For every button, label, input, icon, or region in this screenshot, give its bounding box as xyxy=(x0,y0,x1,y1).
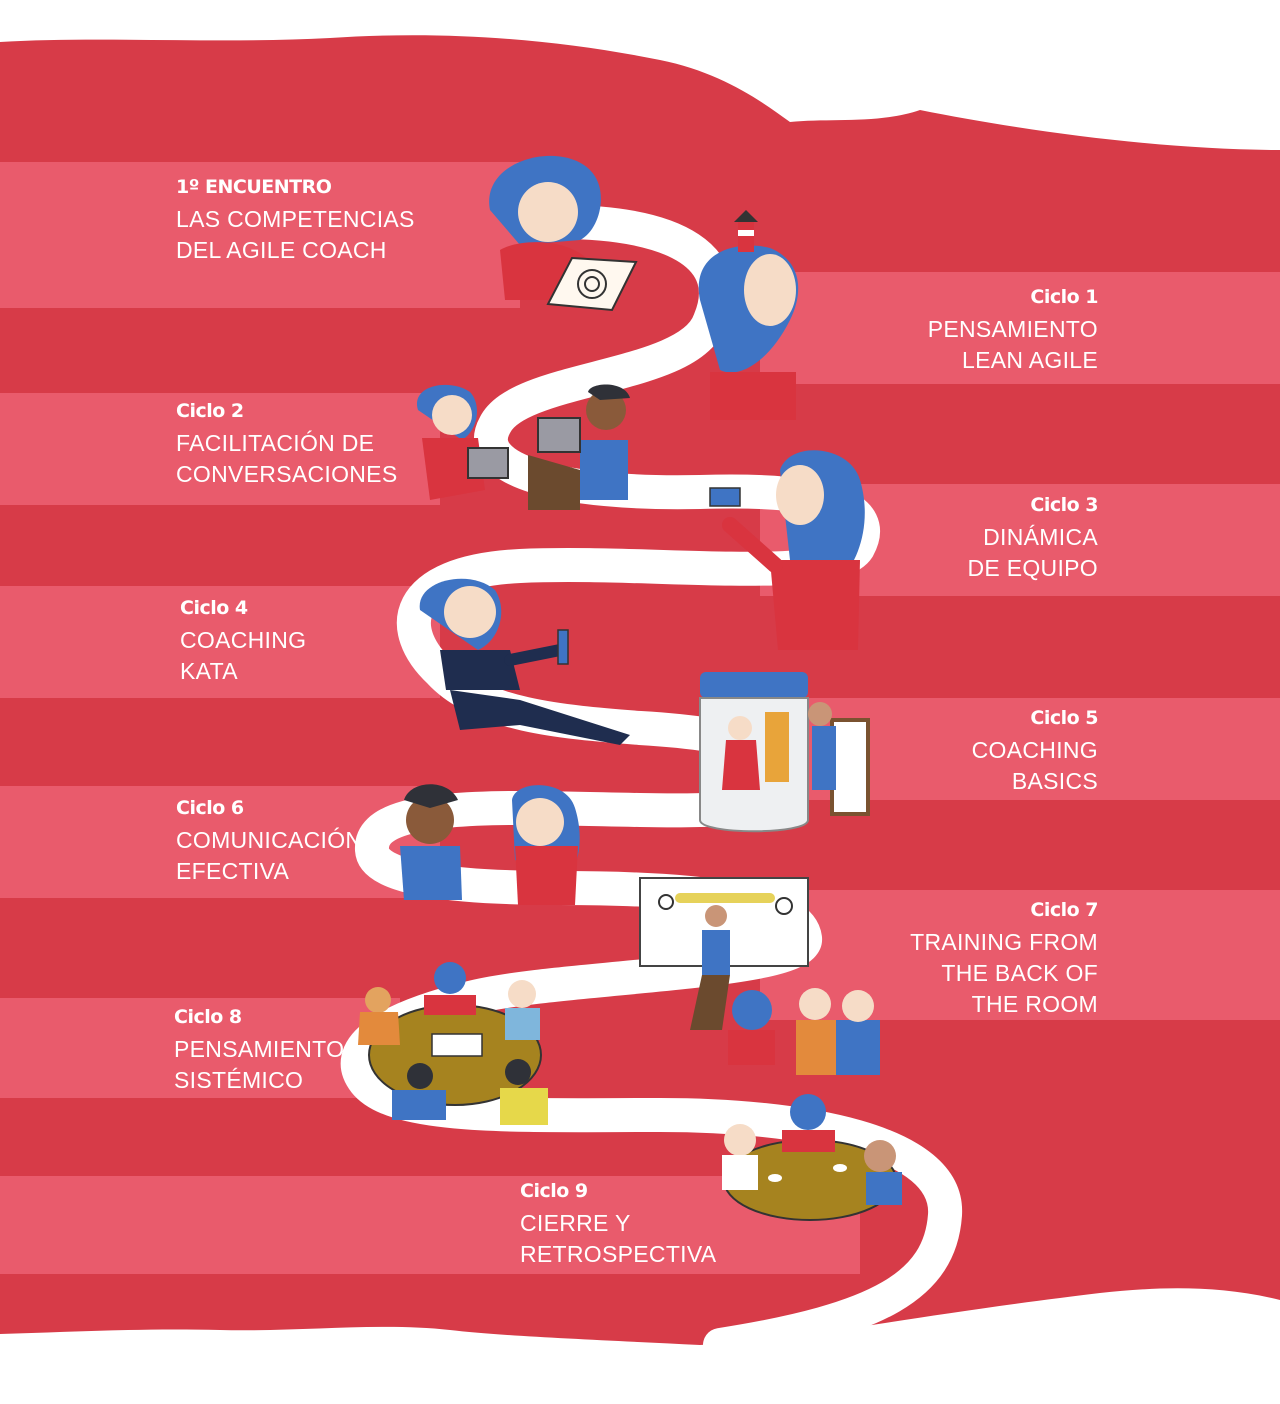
stage-heading: Ciclo 6 xyxy=(176,797,244,819)
stage-title-line: COACHING xyxy=(971,737,1098,763)
stage-title-line: FACILITACIÓN DE xyxy=(176,430,375,456)
stage-title-line: EFECTIVA xyxy=(176,858,290,884)
stage-label-ciclo-8: Ciclo 8 PENSAMIENTO SISTÉMICO xyxy=(174,1006,344,1096)
stage-title-line: DINÁMICA xyxy=(983,524,1098,550)
stage-title-line: PENSAMIENTO xyxy=(927,316,1098,342)
stage-title-line: COMUNICACIÓN xyxy=(176,827,363,853)
stage-title-line: LAS COMPETENCIAS xyxy=(176,206,415,232)
stage-title-line: CONVERSACIONES xyxy=(176,461,398,487)
stage-heading: Ciclo 7 xyxy=(1030,899,1098,921)
conversation-icon xyxy=(400,784,580,905)
stage-title-line: KATA xyxy=(180,658,238,684)
stage-title-line: TRAINING FROM xyxy=(910,929,1098,955)
tablets-icon xyxy=(416,384,630,510)
coffee-table-icon xyxy=(722,1094,902,1221)
stage-title-line: PENSAMIENTO xyxy=(174,1036,345,1062)
lighthouse-icon xyxy=(698,210,799,420)
stage-label-ciclo-5: Ciclo 5 COACHING BASICS xyxy=(971,707,1099,797)
stage-label-ciclo-3: Ciclo 3 DINÁMICA DE EQUIPO xyxy=(967,494,1098,584)
stage-heading: Ciclo 8 xyxy=(174,1006,242,1028)
stage-title-line: DEL AGILE COACH xyxy=(176,237,387,263)
stage-title-line: BASICS xyxy=(1011,768,1098,794)
stage-title-line: DE EQUIPO xyxy=(967,555,1098,581)
stage-label-ciclo-6: Ciclo 6 COMUNICACIÓN EFECTIVA xyxy=(176,797,362,887)
stage-label-ciclo-9: Ciclo 9 CIERRE Y RETROSPECTIVA xyxy=(520,1180,716,1270)
stage-title-line: SISTÉMICO xyxy=(174,1067,304,1093)
stage-label-encuentro: 1º ENCUENTRO LAS COMPETENCIAS DEL AGILE … xyxy=(176,176,415,266)
stage-title-line: THE ROOM xyxy=(971,991,1098,1017)
stage-title-line: COACHING xyxy=(180,627,307,653)
round-table-icon xyxy=(358,962,548,1125)
stage-heading: Ciclo 4 xyxy=(180,597,248,619)
stage-heading: Ciclo 9 xyxy=(520,1180,588,1202)
target-drawing-icon xyxy=(489,155,638,312)
stage-label-ciclo-2: Ciclo 2 FACILITACIÓN DE CONVERSACIONES xyxy=(176,400,397,490)
stage-title-line: THE BACK OF xyxy=(941,960,1098,986)
stage-title-line: CIERRE Y xyxy=(520,1210,631,1236)
stage-heading: Ciclo 1 xyxy=(1030,286,1098,308)
stage-label-ciclo-7: Ciclo 7 TRAINING FROM THE BACK OF THE RO… xyxy=(910,899,1098,1020)
stage-heading: Ciclo 3 xyxy=(1030,494,1098,516)
whiteboard-icon xyxy=(639,877,880,1075)
jar-icon xyxy=(699,672,870,833)
stage-heading: Ciclo 5 xyxy=(1030,707,1098,729)
stage-heading: 1º ENCUENTRO xyxy=(176,176,332,198)
stage-label-ciclo-4: Ciclo 4 COACHING KATA xyxy=(180,597,306,687)
stage-title-line: RETROSPECTIVA xyxy=(520,1241,717,1267)
stage-title-line: LEAN AGILE xyxy=(962,347,1098,373)
stage-label-ciclo-1: Ciclo 1 PENSAMIENTO LEAN AGILE xyxy=(927,286,1099,376)
sticky-note-icon xyxy=(709,450,865,650)
test-tube-icon xyxy=(419,578,630,745)
stage-heading: Ciclo 2 xyxy=(176,400,244,422)
winding-path xyxy=(340,205,963,1362)
